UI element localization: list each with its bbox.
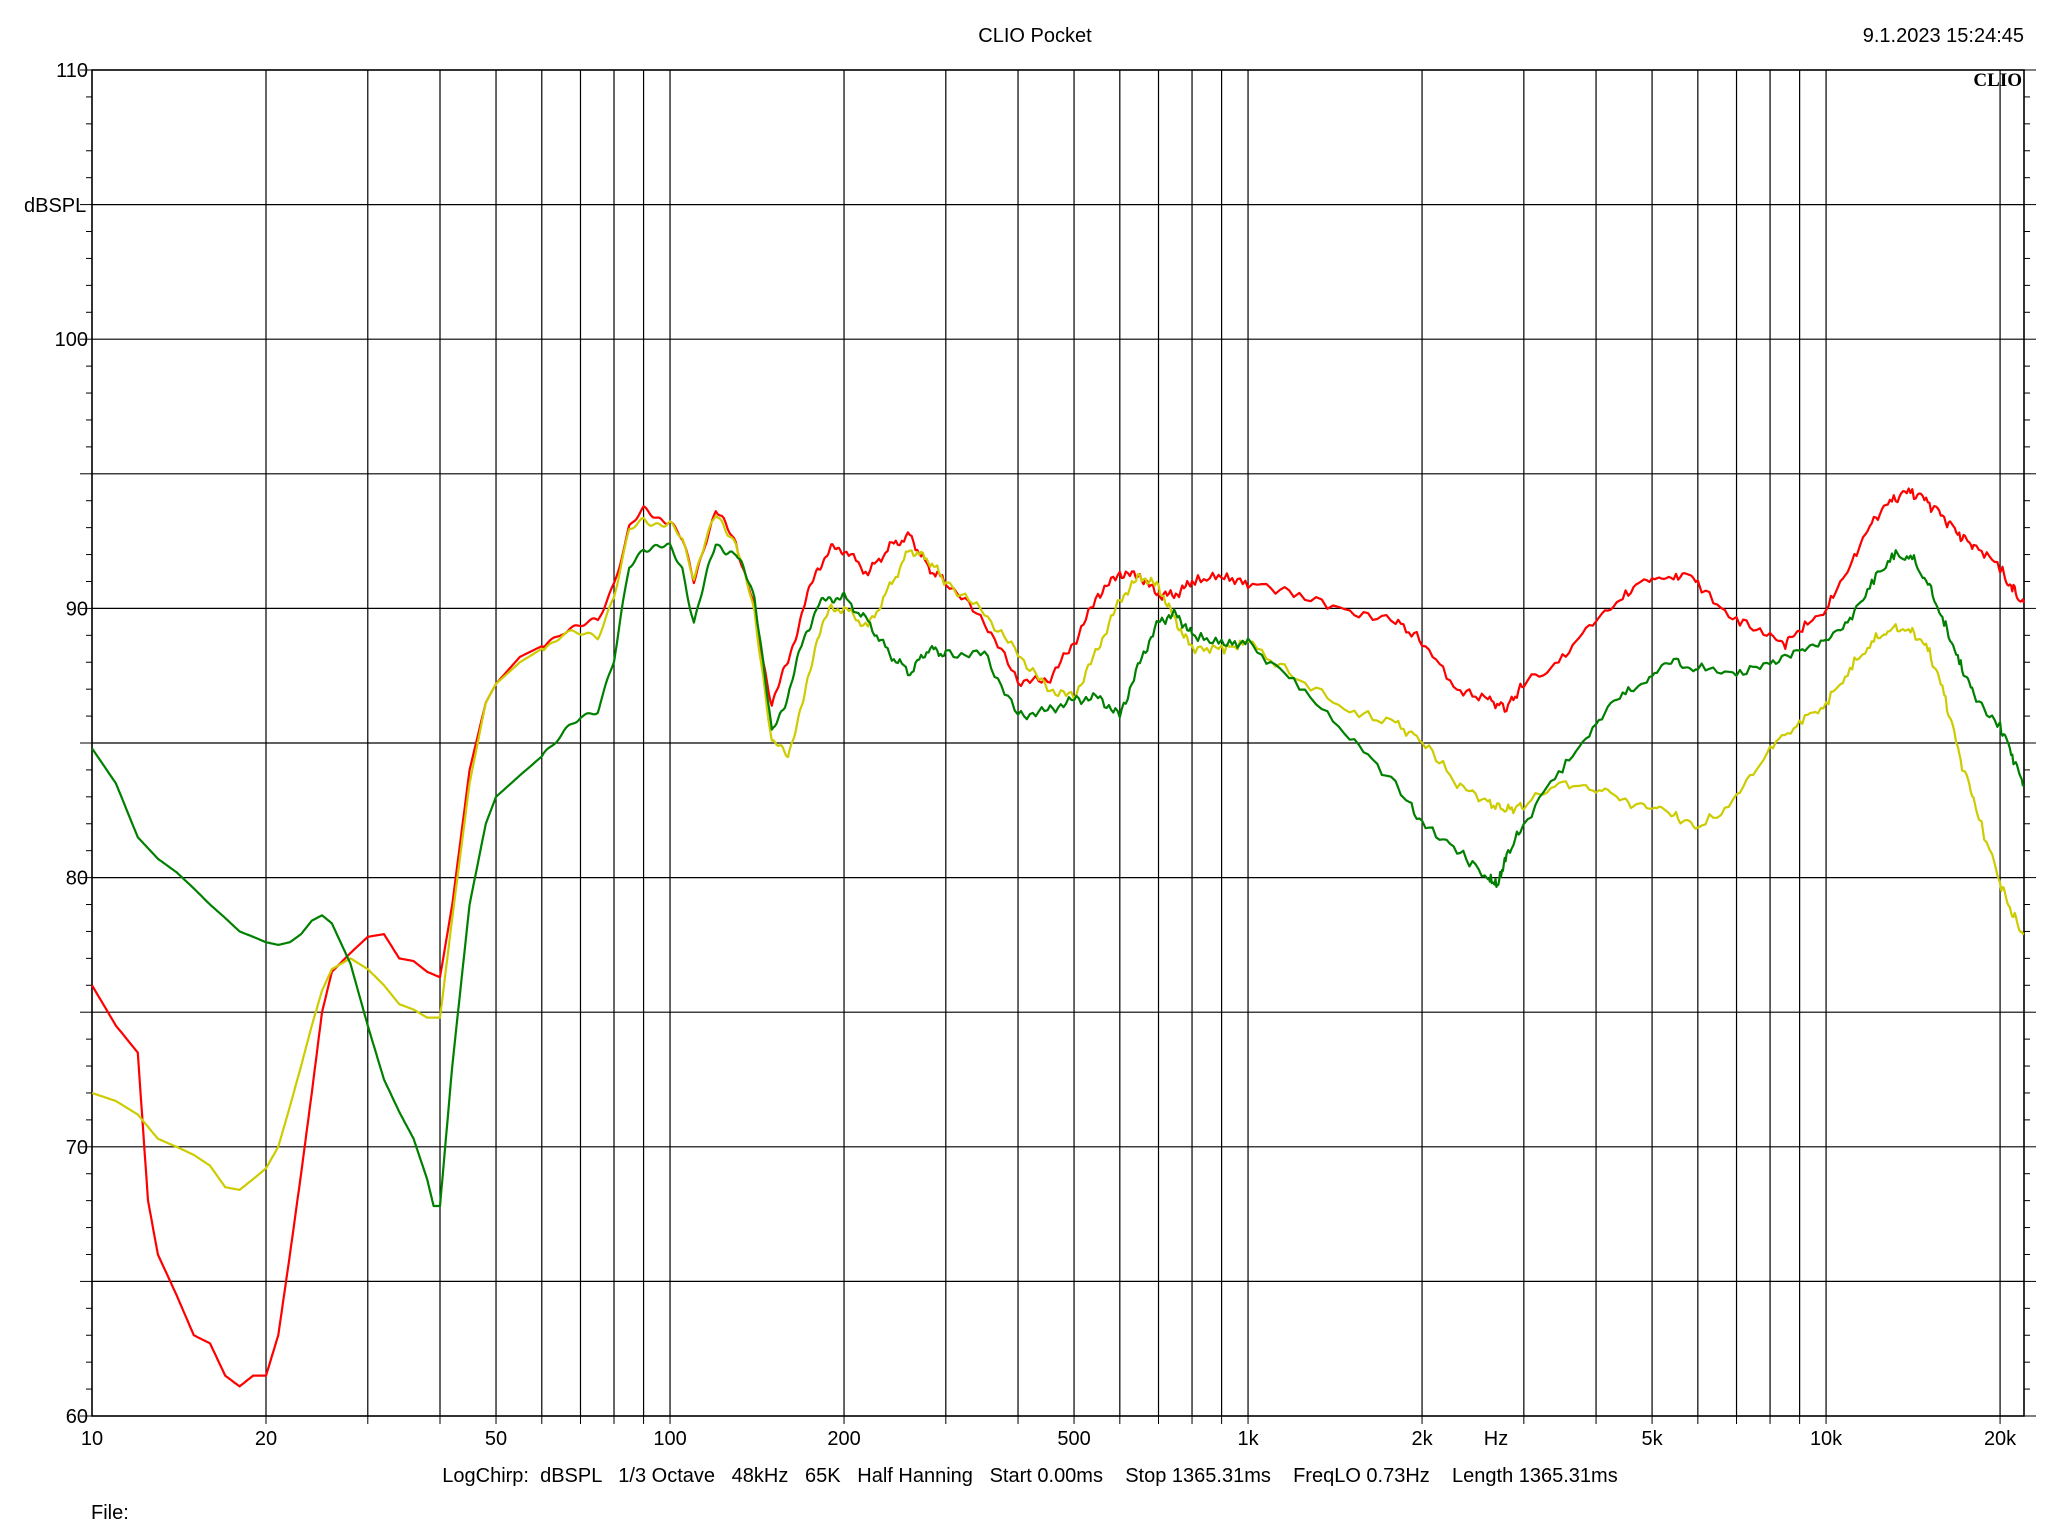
x-tick-label: 200 <box>827 1428 860 1450</box>
chart-title: CLIO Pocket <box>978 25 1092 47</box>
x-axis-label: Hz <box>1484 1428 1508 1450</box>
plot-grid <box>91 69 2025 1417</box>
y-tick-label: 100 <box>55 329 88 351</box>
file-label: File: <box>91 1502 129 1524</box>
series-group <box>91 487 2026 1388</box>
y-tick-label: 80 <box>66 868 88 890</box>
x-tick-label: 500 <box>1057 1428 1090 1450</box>
x-tick-label: 2k <box>1411 1428 1433 1450</box>
series-line-1 <box>91 487 2026 1388</box>
y-axis-label: dBSPL <box>24 195 86 217</box>
x-tick-label: 20 <box>255 1428 277 1450</box>
x-tick-label: 50 <box>485 1428 507 1450</box>
series-line-2 <box>91 514 2025 1192</box>
x-axis-ticks: 10 20 50 100 200 500 1k 2k 5k 10k 20k <box>81 1416 2017 1450</box>
y-tick-label: 70 <box>66 1137 88 1159</box>
y-tick-label: 60 <box>66 1406 88 1428</box>
y-tick-label: 110 <box>56 60 88 82</box>
clio-logo: CLIO <box>1973 70 2022 91</box>
y-tick-label: 90 <box>66 598 88 620</box>
y-axis-ticks: 60 70 80 90 100 110 <box>55 60 2036 1428</box>
x-tick-label: 5k <box>1642 1428 1664 1450</box>
measurement-settings: LogChirp: dBSPL 1/3 Octave 48kHz 65K Hal… <box>442 1465 1617 1487</box>
x-tick-label: 20k <box>1984 1428 2017 1450</box>
series-line-3 <box>91 542 2025 1208</box>
x-tick-label: 1k <box>1237 1428 1259 1450</box>
x-tick-label: 10 <box>81 1428 103 1450</box>
timestamp: 9.1.2023 15:24:45 <box>1863 25 2024 47</box>
x-tick-label: 10k <box>1810 1428 1843 1450</box>
x-tick-label: 100 <box>653 1428 686 1450</box>
